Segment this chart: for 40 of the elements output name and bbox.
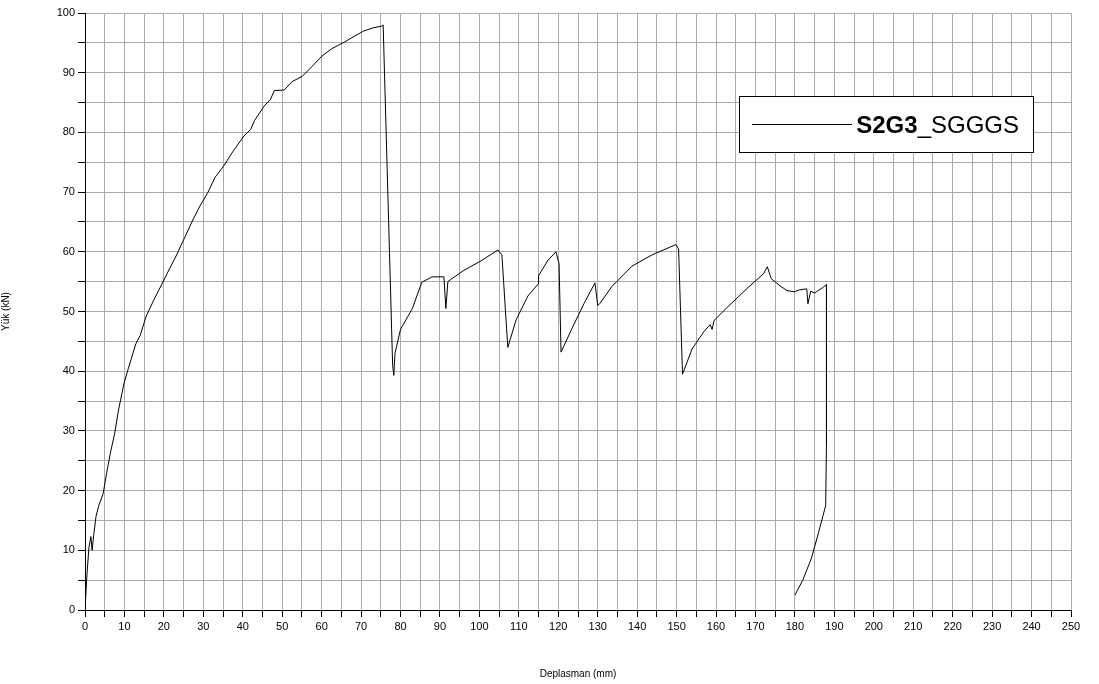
y-tick-label: 0 <box>68 603 75 616</box>
legend-label: S2G3_SGGGS <box>856 110 1019 139</box>
x-tick-label: 60 <box>315 619 328 632</box>
x-tick-label: 80 <box>394 619 407 632</box>
x-tick-label: 30 <box>197 619 210 632</box>
y-tick-label: 40 <box>62 364 75 377</box>
x-tick-label: 70 <box>354 619 368 632</box>
y-axis-title: Yük (kN) <box>0 292 11 331</box>
x-tick-label: 250 <box>1061 619 1081 632</box>
x-tick-label: 210 <box>904 619 923 632</box>
x-tick-label: 230 <box>982 619 1002 632</box>
x-tick-label: 50 <box>276 619 289 632</box>
x-tick-label: 100 <box>470 619 489 632</box>
y-tick-label: 90 <box>62 65 75 78</box>
x-tick-label: 170 <box>746 619 765 632</box>
x-tick-label: 120 <box>549 619 568 632</box>
x-tick-label: 220 <box>943 619 962 632</box>
x-tick-label: 180 <box>785 619 805 632</box>
x-tick-label: 90 <box>433 619 447 632</box>
x-tick-label: 140 <box>627 619 647 632</box>
x-tick-label: 200 <box>864 619 883 632</box>
y-tick-label: 20 <box>62 483 75 496</box>
y-tick-label: 80 <box>62 125 75 138</box>
x-tick-label: 0 <box>81 619 89 632</box>
x-tick-label: 130 <box>588 619 607 632</box>
y-tick-label: 50 <box>62 304 75 317</box>
x-tick-label: 110 <box>510 619 528 632</box>
x-axis-title: Deplasman (mm) <box>539 667 617 679</box>
y-tick-label: 100 <box>56 6 75 19</box>
x-tick-label: 150 <box>667 619 686 632</box>
x-tick-label: 10 <box>118 619 131 632</box>
y-tick-label: 30 <box>62 423 75 436</box>
x-tick-label: 160 <box>706 619 726 632</box>
x-tick-label: 190 <box>825 619 844 632</box>
y-tick-label: 10 <box>62 543 75 556</box>
x-tick-label: 40 <box>236 619 249 632</box>
y-tick-label: 60 <box>62 244 75 257</box>
x-tick-label: 20 <box>157 619 171 632</box>
y-tick-label: 70 <box>62 185 75 198</box>
x-tick-label: 240 <box>1022 619 1041 632</box>
